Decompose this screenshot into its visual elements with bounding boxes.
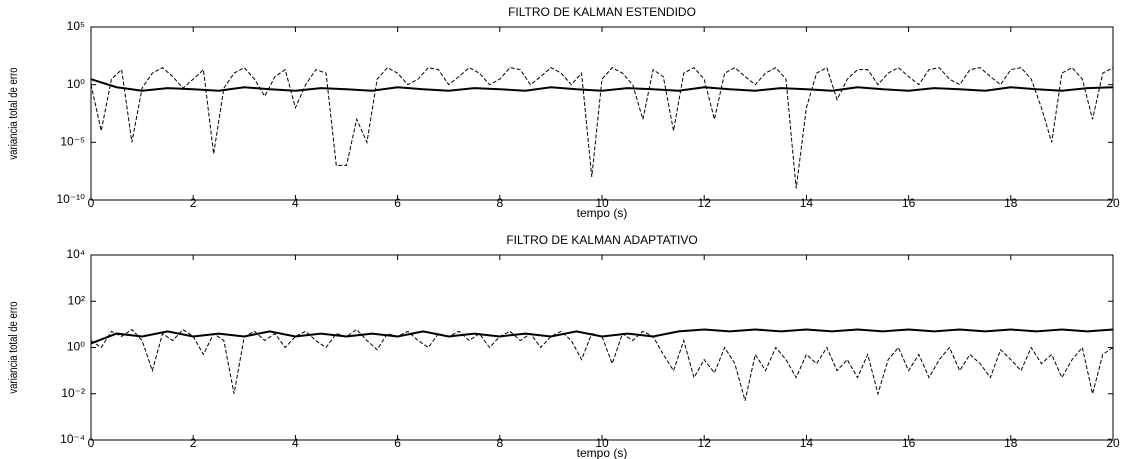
data-line xyxy=(90,78,1114,92)
x-tick-label: 6 xyxy=(394,196,401,210)
x-tick-label: 4 xyxy=(292,196,299,210)
x-axis-label: tempo (s) xyxy=(577,206,628,220)
y-tick-label: 10⁻² xyxy=(61,386,85,400)
y-axis-label: variancia total de erro xyxy=(7,67,20,159)
y-tick-label: 10⁻⁴ xyxy=(60,432,85,446)
y-tick-label: 10⁻⁵ xyxy=(60,135,85,149)
x-tick-label: 2 xyxy=(190,436,197,450)
plot-frame xyxy=(90,254,1114,441)
data-line xyxy=(90,328,1114,401)
x-tick-label: 0 xyxy=(88,196,95,210)
y-tick-label: 10² xyxy=(68,293,85,307)
x-tick-label: 0 xyxy=(88,436,95,450)
data-line xyxy=(90,328,1114,345)
chart-title: FILTRO DE KALMAN ESTENDIDO xyxy=(508,5,696,19)
x-tick-label: 8 xyxy=(496,196,503,210)
y-tick-label: 10⁴ xyxy=(66,247,85,261)
x-axis-label: tempo (s) xyxy=(577,446,628,459)
plot-frame xyxy=(90,26,1114,201)
x-tick-label: 4 xyxy=(292,436,299,450)
x-tick-label: 8 xyxy=(496,436,503,450)
y-tick-label: 10⁵ xyxy=(67,19,85,33)
y-tick-label: 10⁰ xyxy=(67,340,85,354)
data-line xyxy=(90,66,1114,189)
chart-title: FILTRO DE KALMAN ADAPTATIVO xyxy=(506,233,697,247)
y-tick-label: 10⁰ xyxy=(67,77,85,91)
x-tick-label: 6 xyxy=(394,436,401,450)
x-tick-label: 2 xyxy=(190,196,197,210)
y-tick-label: 10⁻¹⁰ xyxy=(57,192,86,206)
y-axis-label: variancia total de erro xyxy=(7,301,20,393)
